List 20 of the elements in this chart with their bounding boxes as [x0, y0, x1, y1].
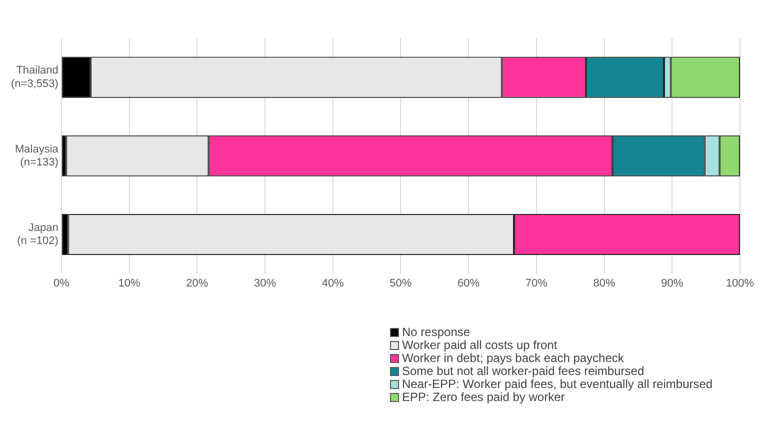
x-tick-label: 0% [53, 277, 70, 290]
legend-label: Some but not all worker-paid fees reimbursed [402, 364, 644, 378]
y-tick-label: Malaysia (n=133) [14, 143, 60, 169]
y-tick-label: Thailand (n=3,553) [10, 64, 58, 90]
x-tick-label: 90% [661, 277, 684, 290]
x-tick-label: 40% [322, 277, 344, 290]
legend-label: Worker in debt; pays back each paycheck [402, 351, 624, 365]
x-tick-label: 70% [525, 277, 548, 290]
legend-label: EPP: Zero fees paid by worker [402, 390, 565, 404]
x-tick-label: 30% [254, 277, 276, 290]
x-tick-label: 20% [186, 277, 208, 290]
x-tick-label: 60% [458, 277, 480, 290]
x-tick-label: 100% [726, 277, 754, 290]
legend-label: Worker paid all costs up front [402, 338, 558, 352]
legend-label: No response [402, 325, 470, 339]
x-tick-label: 80% [593, 277, 616, 290]
x-tick-label: 10% [118, 277, 140, 290]
y-tick-label: Japan (n =102) [17, 222, 58, 248]
x-tick-label: 50% [390, 277, 412, 290]
legend-label: Near-EPP: Worker paid fees, but eventually all reimbursed [402, 377, 713, 391]
